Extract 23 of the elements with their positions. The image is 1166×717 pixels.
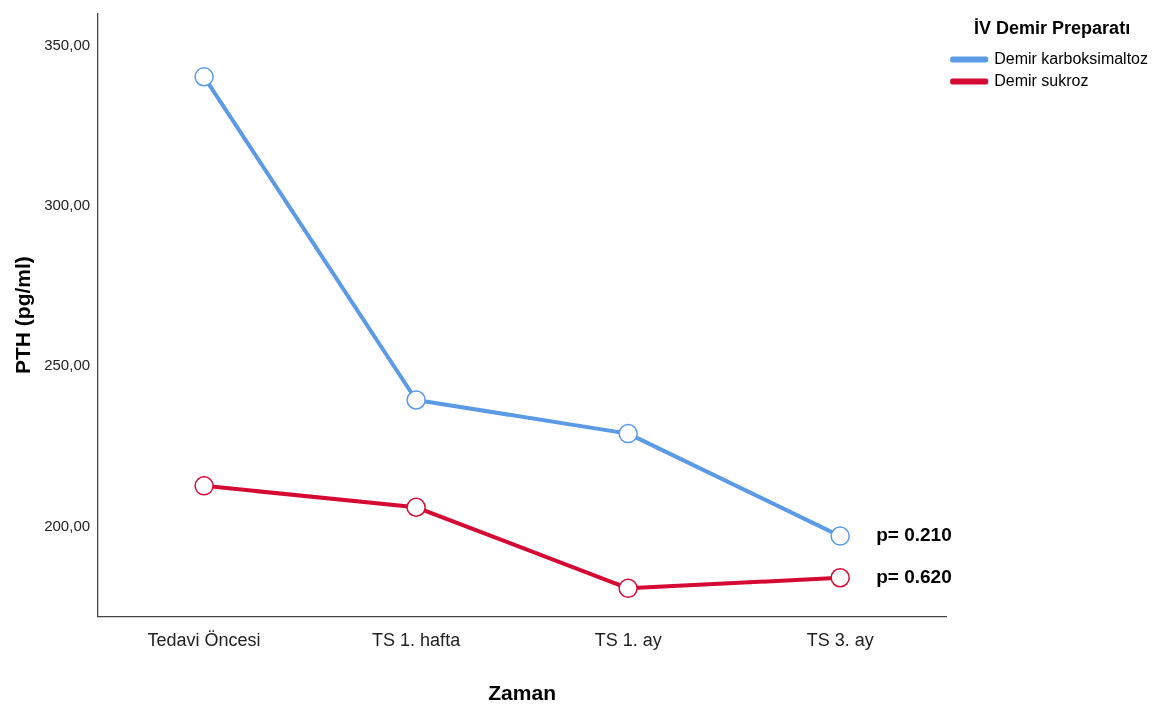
point [618,578,638,599]
point [618,423,638,444]
x-tick-label: TS 1. ay [594,629,662,650]
y-tick-label: 300,00 [44,196,91,214]
legend-label: Demir sukroz [994,72,1089,90]
y-tick-label: 350,00 [44,36,91,54]
legend-title: İV Demir Preparatı [974,17,1131,38]
point [194,67,214,87]
point [406,390,426,410]
annotation: p= 0.210 [876,524,952,546]
y-tick-label: 200,00 [44,516,91,534]
annotation: p= 0.620 [876,566,952,587]
y-axis-title: PTH (pg/ml) [11,256,35,375]
point [830,526,850,546]
x-axis-title: Zaman [488,681,556,705]
x-tick-label: Tedavi Öncesi [147,629,261,650]
x-tick-label: TS 3. ay [806,629,874,650]
legend-label: Demir karboksimaltoz [994,50,1148,68]
point [406,497,426,518]
x-tick-label: TS 1. hafta [372,629,462,650]
point [830,568,850,588]
point [194,476,214,496]
y-tick-label: 250,00 [44,356,91,374]
